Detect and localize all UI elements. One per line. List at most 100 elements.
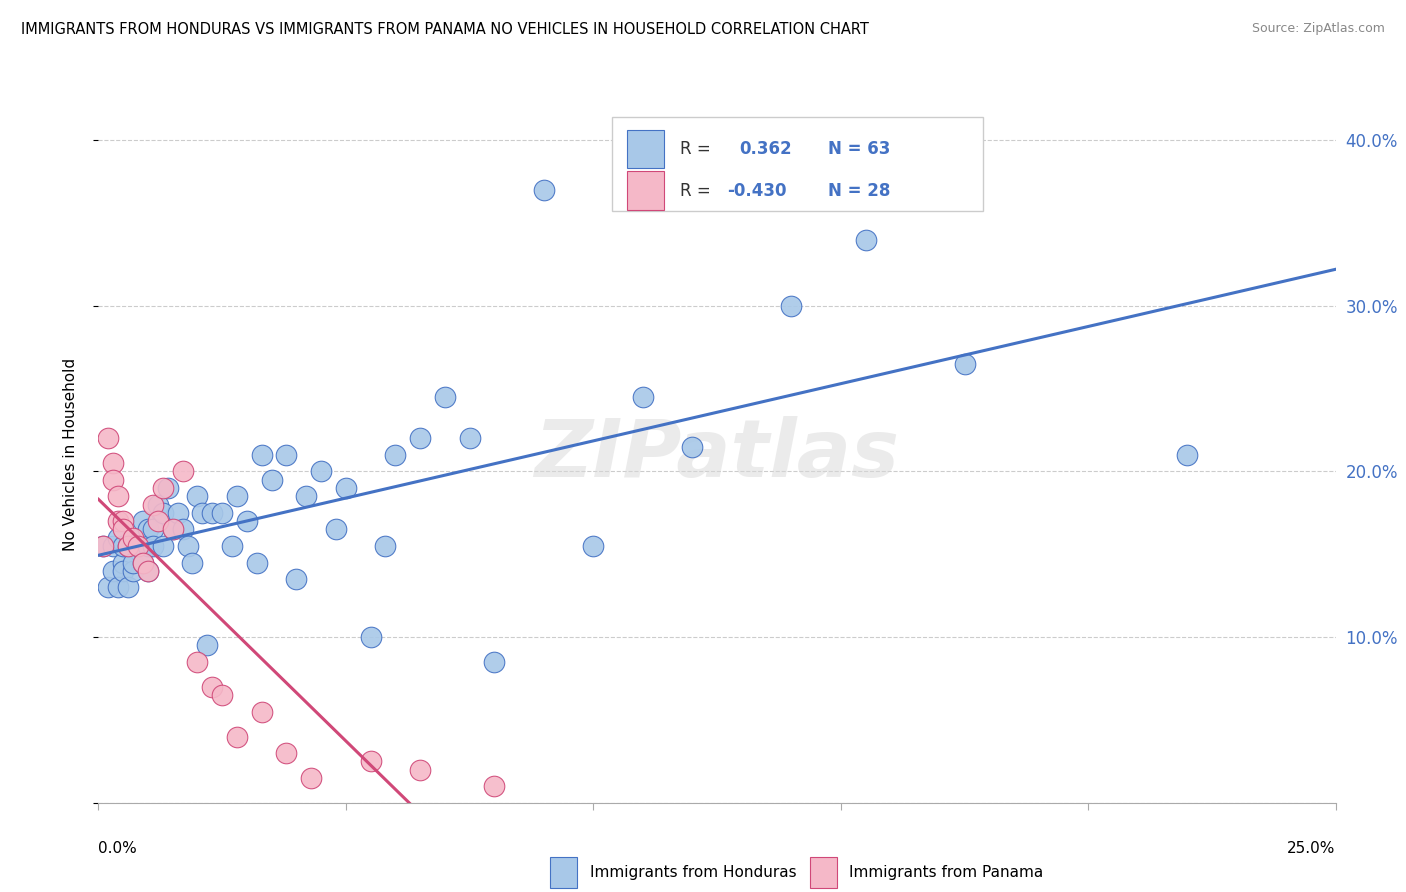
Point bbox=[681, 440, 703, 454]
Point bbox=[299, 771, 322, 785]
Text: R =: R = bbox=[681, 182, 716, 200]
Text: N = 28: N = 28 bbox=[828, 182, 891, 200]
Point bbox=[176, 539, 198, 553]
Point bbox=[127, 539, 149, 553]
Point bbox=[409, 431, 432, 445]
Point bbox=[195, 639, 218, 653]
Point bbox=[186, 489, 208, 503]
Bar bbox=[810, 856, 837, 888]
Point bbox=[107, 489, 129, 503]
Point bbox=[97, 431, 120, 445]
Text: ZIPatlas: ZIPatlas bbox=[534, 416, 900, 494]
Point bbox=[122, 556, 145, 570]
Point bbox=[181, 556, 204, 570]
Point bbox=[201, 506, 224, 520]
Point bbox=[162, 523, 184, 537]
Point bbox=[152, 539, 174, 553]
Point bbox=[103, 564, 125, 578]
Point bbox=[112, 556, 135, 570]
Bar bbox=[627, 171, 664, 210]
Y-axis label: No Vehicles in Household: No Vehicles in Household bbox=[63, 359, 77, 551]
Point bbox=[780, 299, 803, 313]
Point bbox=[136, 539, 159, 553]
Text: 0.362: 0.362 bbox=[740, 140, 792, 158]
Point bbox=[97, 581, 120, 595]
Text: -0.430: -0.430 bbox=[727, 182, 786, 200]
Point bbox=[582, 539, 605, 553]
Point bbox=[127, 539, 149, 553]
Point bbox=[211, 506, 233, 520]
Point bbox=[409, 763, 432, 777]
Point bbox=[335, 481, 357, 495]
Point bbox=[533, 183, 555, 197]
Point bbox=[107, 531, 129, 545]
Point bbox=[325, 523, 347, 537]
Text: Source: ZipAtlas.com: Source: ZipAtlas.com bbox=[1251, 22, 1385, 36]
Point bbox=[360, 755, 382, 769]
Point bbox=[433, 390, 456, 404]
Point bbox=[360, 630, 382, 644]
Point bbox=[107, 514, 129, 528]
Point bbox=[93, 539, 115, 553]
Point bbox=[103, 456, 125, 470]
Text: N = 63: N = 63 bbox=[828, 140, 891, 158]
Point bbox=[93, 539, 115, 553]
Point bbox=[112, 523, 135, 537]
Point bbox=[855, 233, 877, 247]
Point bbox=[186, 655, 208, 669]
Point bbox=[1175, 448, 1198, 462]
Point bbox=[191, 506, 214, 520]
Point bbox=[246, 556, 269, 570]
Point bbox=[103, 539, 125, 553]
Point bbox=[162, 523, 184, 537]
Text: Immigrants from Honduras: Immigrants from Honduras bbox=[589, 865, 796, 880]
FancyBboxPatch shape bbox=[612, 118, 983, 211]
Point bbox=[166, 506, 188, 520]
Point bbox=[136, 523, 159, 537]
Text: R =: R = bbox=[681, 140, 716, 158]
Point bbox=[136, 564, 159, 578]
Point bbox=[458, 431, 481, 445]
Point bbox=[295, 489, 318, 503]
Point bbox=[226, 489, 249, 503]
Point bbox=[122, 564, 145, 578]
Point bbox=[484, 655, 506, 669]
Point bbox=[172, 465, 194, 479]
Point bbox=[260, 473, 283, 487]
Point bbox=[127, 531, 149, 545]
Text: IMMIGRANTS FROM HONDURAS VS IMMIGRANTS FROM PANAMA NO VEHICLES IN HOUSEHOLD CORR: IMMIGRANTS FROM HONDURAS VS IMMIGRANTS F… bbox=[21, 22, 869, 37]
Bar bbox=[627, 129, 664, 168]
Point bbox=[953, 357, 976, 371]
Point bbox=[374, 539, 396, 553]
Text: Immigrants from Panama: Immigrants from Panama bbox=[849, 865, 1043, 880]
Point bbox=[484, 779, 506, 793]
Text: 25.0%: 25.0% bbox=[1288, 841, 1336, 856]
Point bbox=[142, 498, 165, 512]
Point bbox=[152, 481, 174, 495]
Point bbox=[117, 539, 139, 553]
Point bbox=[132, 556, 155, 570]
Point bbox=[384, 448, 406, 462]
Point bbox=[236, 514, 259, 528]
Point bbox=[117, 581, 139, 595]
Point bbox=[276, 448, 298, 462]
Point bbox=[132, 514, 155, 528]
Point bbox=[146, 498, 169, 512]
Point bbox=[250, 448, 273, 462]
Point bbox=[226, 730, 249, 744]
Point bbox=[309, 465, 332, 479]
Point bbox=[136, 564, 159, 578]
Text: 0.0%: 0.0% bbox=[98, 841, 138, 856]
Point bbox=[631, 390, 654, 404]
Point bbox=[221, 539, 243, 553]
Point bbox=[122, 531, 145, 545]
Point bbox=[152, 506, 174, 520]
Point bbox=[107, 581, 129, 595]
Point bbox=[201, 680, 224, 694]
Point bbox=[146, 514, 169, 528]
Point bbox=[112, 514, 135, 528]
Point bbox=[112, 564, 135, 578]
Point bbox=[117, 539, 139, 553]
Point bbox=[285, 572, 308, 586]
Point bbox=[156, 481, 179, 495]
